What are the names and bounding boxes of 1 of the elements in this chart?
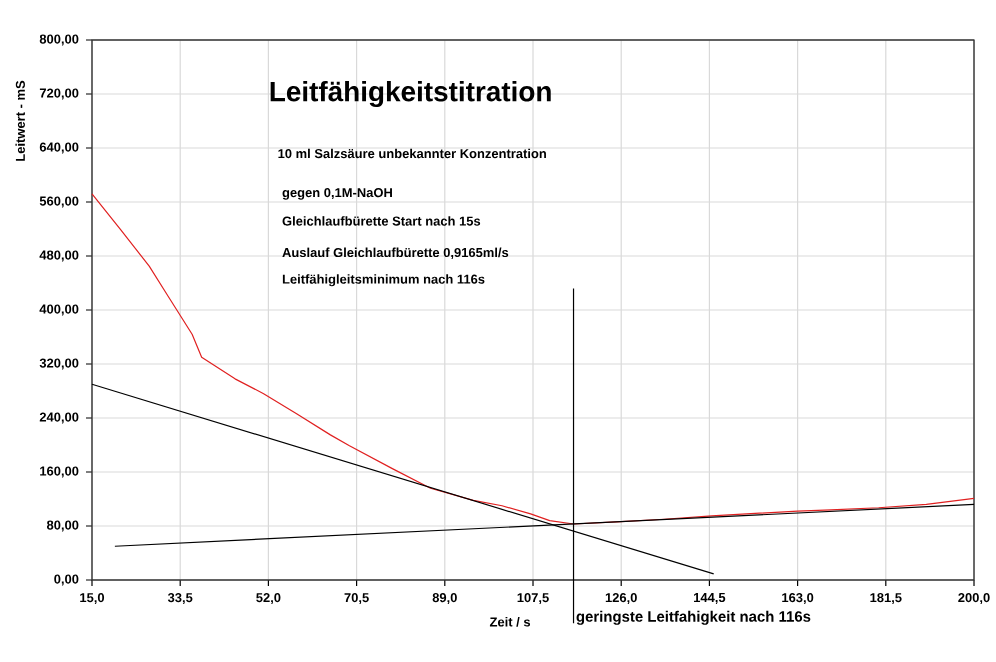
text: Leitfähigkeitstitration [270,80,551,108]
